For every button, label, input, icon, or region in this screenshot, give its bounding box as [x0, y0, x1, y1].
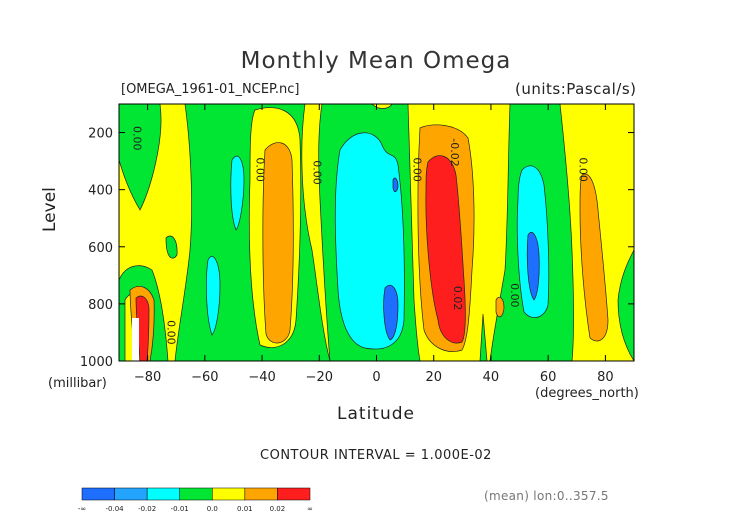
units-label: (units:Pascal/s) [515, 80, 637, 98]
contour-red-2 [425, 155, 466, 344]
contour-blue-3 [526, 232, 540, 301]
contour-orange-1 [262, 142, 294, 344]
colorbar: -∞ -0.04 -0.02 -0.01 0.0 0.01 0.02 ∞ [78, 487, 313, 513]
contour-label: 0.00 [311, 160, 324, 185]
x-axis-units: (degrees_north) [535, 386, 639, 401]
contour-label: 0.00 [508, 283, 521, 308]
contour-green-spike [479, 313, 488, 361]
contour-green-left [119, 104, 162, 211]
y-tick-label: 200 [88, 127, 113, 142]
x-axis-label: Latitude [337, 404, 415, 424]
colorbar-swatch [146, 487, 180, 501]
contour-cyan-1 [230, 155, 245, 231]
x-tick-label: −80 [134, 370, 161, 385]
x-tick-label: −20 [306, 370, 333, 385]
colorbar-swatch [81, 487, 115, 501]
colorbar-label: 0.01 [237, 505, 253, 513]
colorbar-swatch [277, 487, 311, 501]
x-tick-label: −40 [248, 370, 275, 385]
contour-white-patch [132, 318, 139, 361]
colorbar-swatch [179, 487, 213, 501]
contour-label: 0.00 [165, 320, 178, 345]
contour-label: 0.00 [130, 126, 143, 151]
colorbar-label: -∞ [78, 505, 86, 513]
contour-green-small [165, 235, 178, 259]
contour-label: 0.00 [253, 157, 266, 182]
x-tick-label: 80 [597, 370, 614, 385]
contour-blue-2 [392, 177, 399, 192]
file-label: [OMEGA_1961-01_NCEP.nc] [121, 82, 300, 97]
x-axis-ticks: −80 −60 −40 −20 0 20 40 60 80 [134, 104, 614, 385]
colorbar-label: -0.01 [171, 505, 189, 513]
y-tick-label: 1000 [80, 355, 113, 370]
x-tick-label: 0 [372, 370, 380, 385]
contour-label: -0.02 [448, 138, 461, 166]
x-tick-label: 40 [483, 370, 500, 385]
contour-interval: CONTOUR INTERVAL = 1.000E-02 [260, 448, 492, 463]
y-tick-label: 400 [88, 184, 113, 199]
colorbar-label: ∞ [307, 505, 313, 513]
contour-cyan-2 [206, 256, 221, 336]
contour-orange-small [495, 296, 505, 318]
contour-label: 0.02 [451, 286, 464, 311]
colorbar-label: -0.04 [106, 505, 125, 513]
colorbar-swatch [212, 487, 246, 501]
y-tick-label: 800 [88, 298, 113, 313]
contour-green-right [617, 249, 634, 361]
colorbar-label: 0.0 [207, 505, 218, 513]
y-axis-ticks: 200 400 600 800 1000 [80, 127, 634, 370]
mean-label: (mean) lon:0..357.5 [484, 489, 609, 503]
y-tick-label: 600 [88, 241, 113, 256]
chart-title: Monthly Mean Omega [240, 48, 512, 74]
contour-labels: 0.00 0.00 0.00 0.00 0.00 -0.02 0.02 0.00 0.00 [130, 126, 589, 345]
x-tick-label: 20 [425, 370, 442, 385]
contour-orange-3 [579, 173, 609, 342]
contour-label: 0.00 [411, 157, 424, 182]
contour-label: 0.00 [577, 157, 590, 182]
x-tick-label: 60 [540, 370, 557, 385]
colorbar-swatch [114, 487, 148, 501]
colorbar-label: -0.02 [138, 505, 156, 513]
colorbar-swatch [244, 487, 278, 501]
y-axis-units: (millibar) [48, 376, 107, 391]
colorbar-label: 0.02 [270, 505, 286, 513]
x-tick-label: −60 [191, 370, 218, 385]
contour-blue-1 [383, 284, 399, 341]
